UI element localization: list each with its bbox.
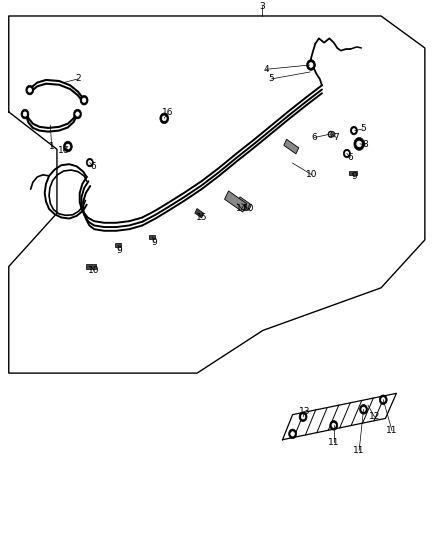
Circle shape [301, 415, 305, 419]
Circle shape [331, 132, 335, 137]
Circle shape [86, 158, 93, 167]
Text: 9: 9 [351, 173, 357, 181]
Circle shape [28, 88, 32, 92]
Circle shape [362, 407, 365, 411]
Circle shape [309, 63, 313, 68]
Circle shape [74, 109, 81, 119]
Circle shape [289, 429, 297, 439]
Text: 10: 10 [306, 171, 318, 179]
Circle shape [345, 151, 349, 156]
Bar [149, 235, 155, 239]
Circle shape [332, 423, 336, 427]
Text: 1: 1 [49, 142, 55, 151]
Text: 9: 9 [116, 246, 122, 255]
Circle shape [80, 95, 88, 105]
Circle shape [26, 85, 34, 95]
Circle shape [343, 149, 350, 158]
Circle shape [64, 141, 72, 152]
Circle shape [21, 109, 29, 119]
Circle shape [291, 432, 294, 436]
Bar [115, 243, 121, 247]
Bar [349, 171, 357, 175]
Text: 11: 11 [353, 446, 365, 455]
Bar [195, 208, 204, 218]
Text: 15: 15 [196, 213, 207, 222]
Text: 3: 3 [259, 2, 265, 11]
Bar [237, 197, 251, 211]
Text: 16: 16 [162, 109, 173, 117]
Circle shape [82, 98, 86, 102]
Circle shape [162, 116, 166, 120]
Bar [86, 264, 96, 269]
Text: 10: 10 [88, 266, 100, 275]
Bar [225, 191, 247, 212]
Circle shape [330, 421, 338, 430]
Bar [284, 139, 299, 154]
Text: 5: 5 [360, 125, 366, 133]
Circle shape [354, 138, 364, 150]
Text: 6: 6 [311, 133, 318, 142]
Circle shape [307, 60, 315, 70]
Text: 5: 5 [268, 75, 275, 83]
Text: 10: 10 [243, 205, 254, 213]
Text: 8: 8 [363, 141, 369, 149]
Text: 6: 6 [347, 153, 353, 161]
Circle shape [379, 395, 387, 405]
Text: 4: 4 [264, 65, 269, 74]
Circle shape [76, 112, 79, 116]
Text: 14: 14 [236, 205, 247, 213]
Text: 13: 13 [299, 407, 310, 416]
Circle shape [329, 133, 332, 136]
Circle shape [299, 412, 307, 422]
Circle shape [357, 141, 361, 147]
Circle shape [350, 126, 357, 135]
Circle shape [328, 131, 333, 138]
Text: 9: 9 [151, 238, 157, 247]
Text: 11: 11 [328, 438, 339, 447]
Text: 11: 11 [386, 426, 398, 435]
Circle shape [160, 113, 169, 124]
Circle shape [23, 112, 27, 116]
Text: 7: 7 [333, 133, 339, 142]
Text: 6: 6 [90, 162, 96, 171]
Text: 12: 12 [369, 413, 380, 421]
Circle shape [66, 144, 70, 149]
Circle shape [88, 160, 92, 165]
Circle shape [360, 405, 367, 414]
Circle shape [352, 128, 356, 133]
Text: 2: 2 [75, 75, 81, 83]
Circle shape [381, 398, 385, 402]
Text: 16: 16 [58, 146, 69, 155]
